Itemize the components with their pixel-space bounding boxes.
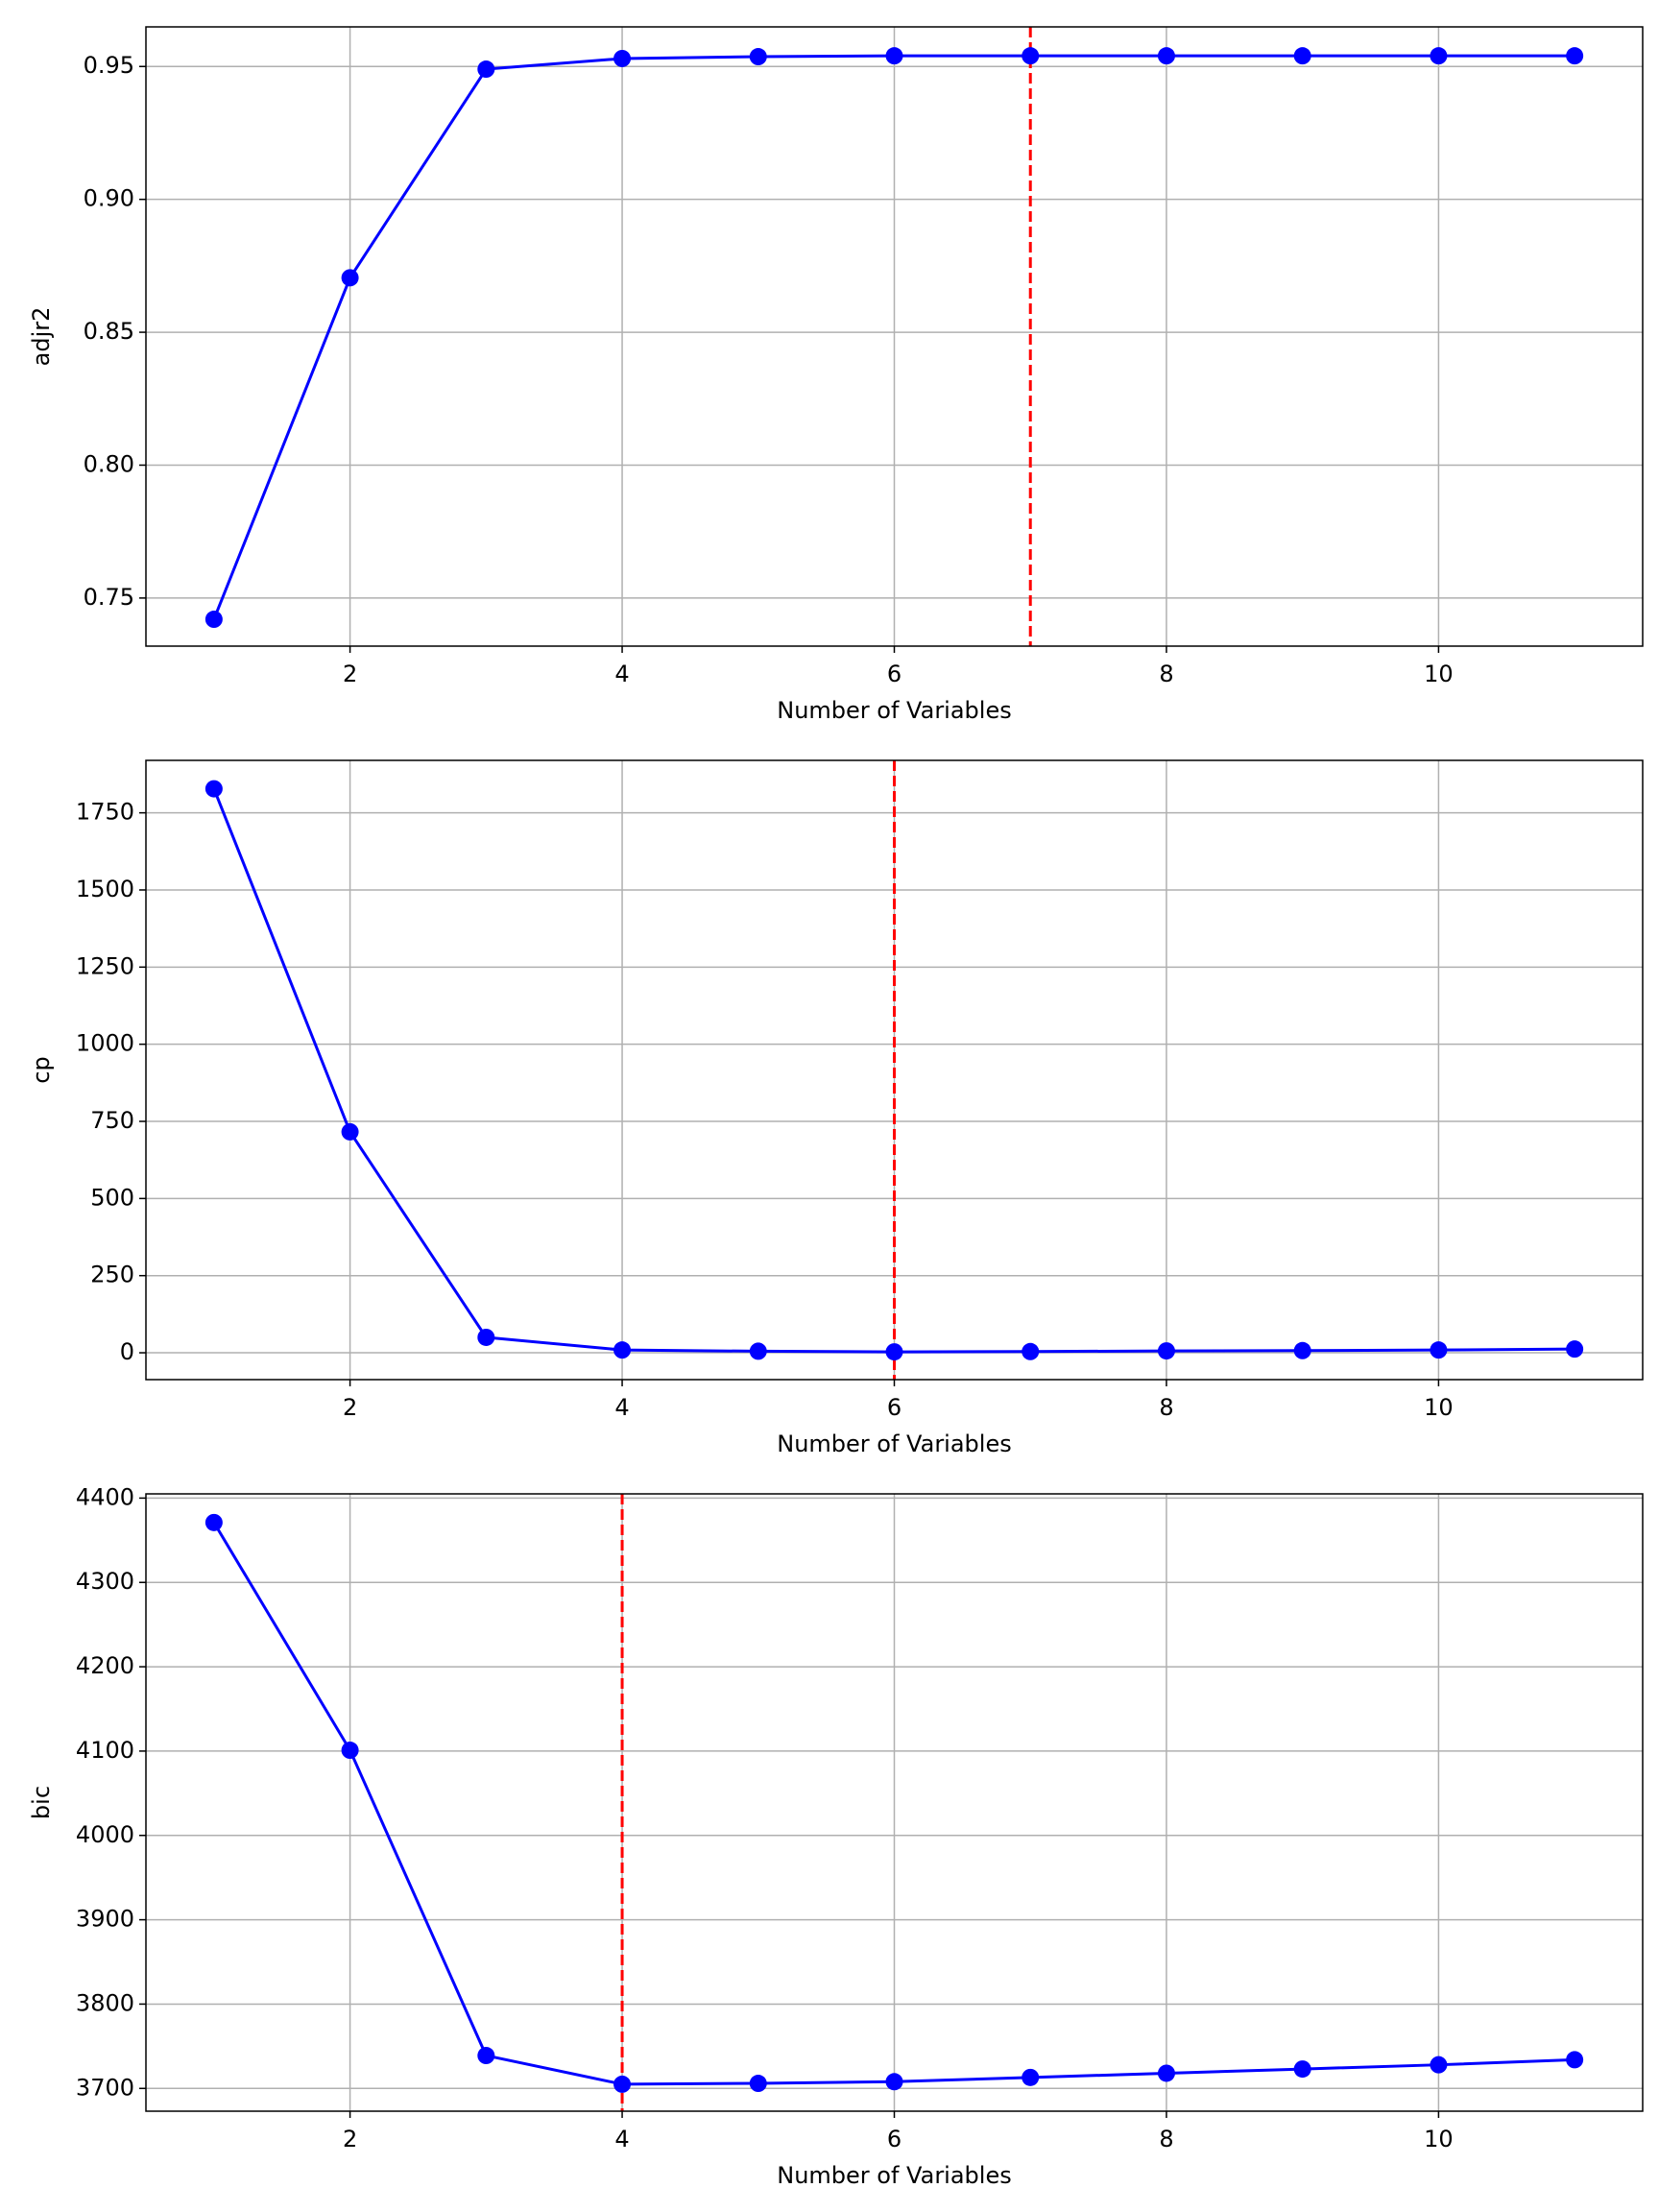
y-tick-label: 0.95 xyxy=(84,52,134,79)
data-point xyxy=(477,60,495,79)
data-point xyxy=(1157,1342,1175,1360)
y-tick-label: 500 xyxy=(90,1184,134,1211)
x-tick-label: 2 xyxy=(343,661,357,687)
y-tick-label: 0.75 xyxy=(84,584,134,611)
data-point xyxy=(477,2047,495,2065)
x-tick-label: 6 xyxy=(887,1394,902,1421)
axes-frame xyxy=(145,1493,1644,2112)
data-point xyxy=(1293,1341,1311,1359)
data-point xyxy=(885,2073,903,2091)
y-tick-label: 4000 xyxy=(76,1821,134,1848)
y-tick-label: 0.85 xyxy=(84,318,134,345)
x-tick-label: 8 xyxy=(1159,2126,1173,2152)
x-tick-label: 6 xyxy=(887,2126,902,2152)
x-tick-label: 10 xyxy=(1424,661,1454,687)
y-tick-label: 4400 xyxy=(76,1483,134,1510)
data-point xyxy=(885,1343,903,1361)
y-tick-label: 250 xyxy=(90,1262,134,1288)
data-point xyxy=(1566,47,1584,65)
data-point xyxy=(1430,1341,1448,1359)
data-point xyxy=(477,1328,495,1346)
y-tick-label: 1000 xyxy=(76,1030,134,1057)
y-tick-label: 750 xyxy=(90,1107,134,1134)
x-tick-label: 2 xyxy=(343,1394,357,1421)
data-point xyxy=(1022,47,1040,65)
y-tick-label: 3900 xyxy=(76,1906,134,1933)
y-axis-label: adjr2 xyxy=(28,307,55,367)
y-axis-label: cp xyxy=(28,1056,55,1083)
axes-frame xyxy=(145,759,1644,1381)
data-point xyxy=(1430,47,1448,65)
data-point xyxy=(1293,47,1311,65)
data-point xyxy=(749,1342,767,1360)
data-point xyxy=(1022,2068,1040,2086)
x-axis-label: Number of Variables xyxy=(777,2162,1011,2189)
y-tick-label: 0 xyxy=(120,1338,134,1365)
data-point xyxy=(1293,2060,1311,2079)
data-point xyxy=(204,1513,223,1531)
y-tick-label: 3800 xyxy=(76,1989,134,2016)
y-tick-label: 0.80 xyxy=(84,450,134,477)
axes-frame xyxy=(145,26,1644,647)
data-point xyxy=(749,2075,767,2093)
x-tick-label: 2 xyxy=(343,2126,357,2152)
data-point xyxy=(1430,2056,1448,2074)
data-point xyxy=(1566,2051,1584,2069)
data-point xyxy=(885,47,903,65)
x-tick-label: 6 xyxy=(887,661,902,687)
data-point xyxy=(1157,2064,1175,2082)
data-point xyxy=(341,269,359,287)
data-point xyxy=(749,48,767,66)
data-point xyxy=(1157,47,1175,65)
y-tick-label: 4100 xyxy=(76,1737,134,1764)
data-point xyxy=(1022,1342,1040,1360)
y-tick-label: 3700 xyxy=(76,2074,134,2101)
x-tick-label: 8 xyxy=(1159,1394,1173,1421)
y-tick-label: 0.90 xyxy=(84,185,134,212)
x-axis-label: Number of Variables xyxy=(777,697,1011,724)
y-tick-label: 1500 xyxy=(76,876,134,902)
x-tick-label: 10 xyxy=(1424,2126,1454,2152)
x-tick-label: 8 xyxy=(1159,661,1173,687)
y-axis-label: bic xyxy=(28,1786,55,1819)
x-tick-label: 4 xyxy=(614,1394,629,1421)
data-point xyxy=(341,1122,359,1141)
y-tick-label: 1750 xyxy=(76,799,134,826)
data-point xyxy=(613,2075,632,2093)
y-tick-label: 4300 xyxy=(76,1568,134,1595)
data-point xyxy=(204,611,223,629)
x-tick-label: 4 xyxy=(614,2126,629,2152)
y-tick-label: 1250 xyxy=(76,952,134,979)
data-point xyxy=(613,49,632,67)
y-tick-label: 4200 xyxy=(76,1652,134,1679)
data-point xyxy=(341,1742,359,1760)
data-point xyxy=(204,780,223,798)
data-point xyxy=(613,1341,632,1359)
x-tick-label: 4 xyxy=(614,661,629,687)
x-axis-label: Number of Variables xyxy=(777,1431,1011,1457)
x-tick-label: 10 xyxy=(1424,1394,1454,1421)
data-point xyxy=(1566,1340,1584,1358)
